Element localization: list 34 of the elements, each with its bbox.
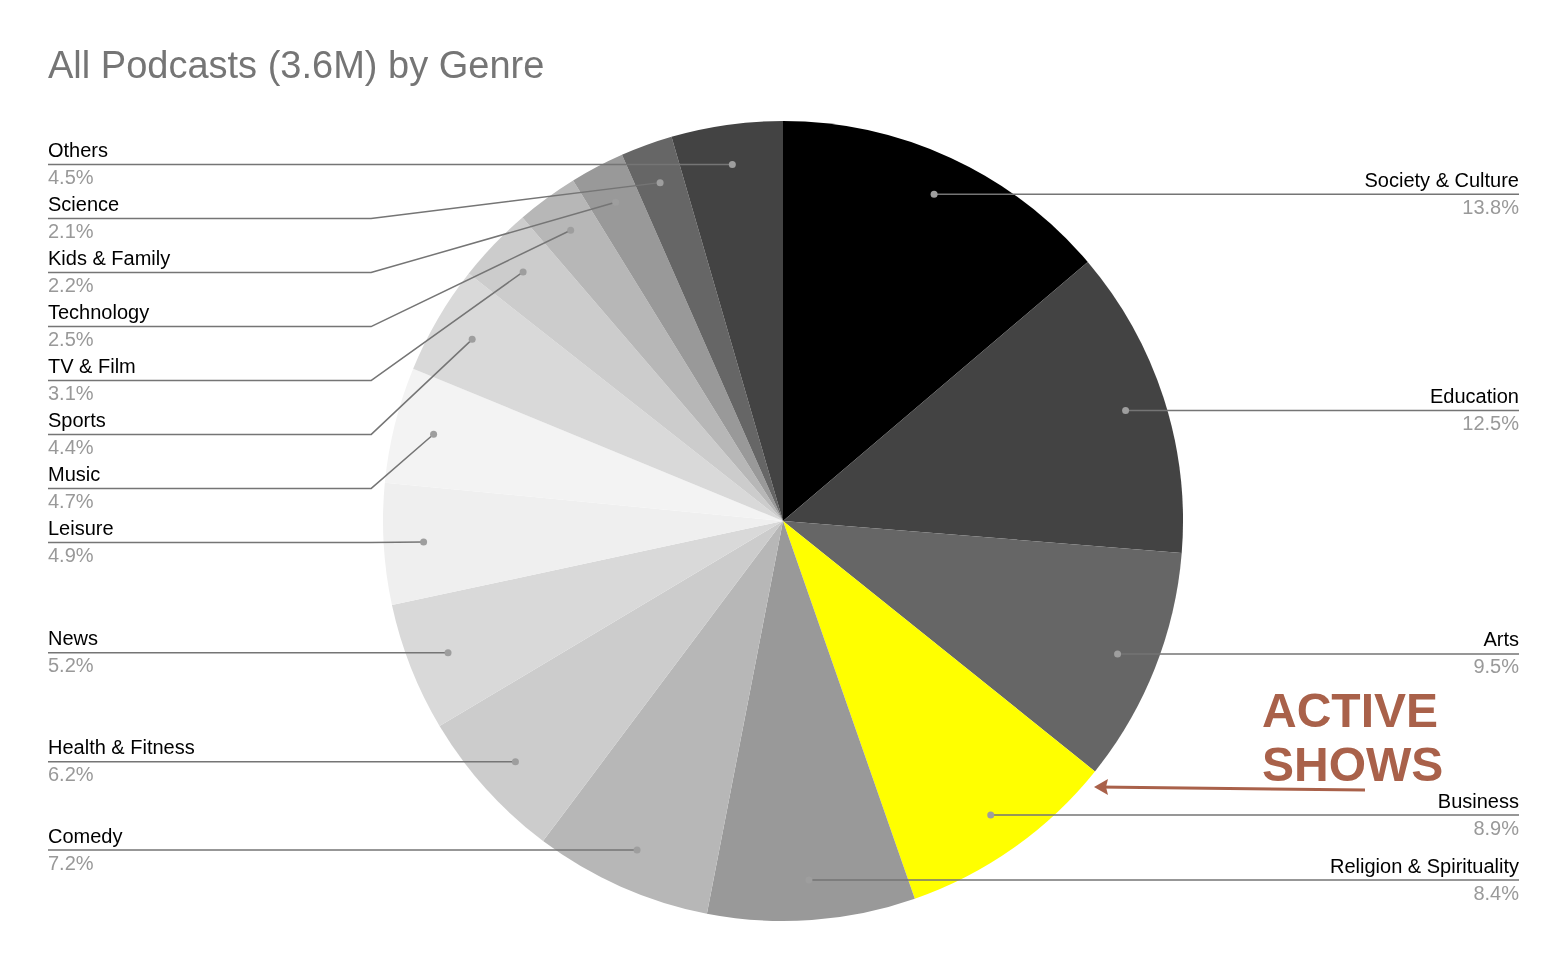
- slice-label: Business: [1437, 789, 1519, 812]
- data-label: 13.8%: [1462, 195, 1520, 218]
- data-label: 6.2%: [48, 763, 94, 786]
- data-label: 9.5%: [1473, 655, 1520, 678]
- data-label: 3.1%: [48, 382, 94, 405]
- data-label: 4.4%: [48, 436, 94, 459]
- data-label: 5.2%: [48, 654, 94, 677]
- data-label: 12.5%: [1462, 411, 1520, 434]
- slice-label: Education: [1430, 384, 1519, 407]
- slice-label: Comedy: [48, 824, 123, 847]
- data-label: 4.5%: [48, 166, 94, 189]
- slice-label: News: [48, 627, 99, 650]
- slice-label: Health & Fitness: [48, 736, 195, 759]
- slice-label: Society & Culture: [1364, 168, 1519, 191]
- data-label: 2.5%: [48, 328, 94, 351]
- data-label: 2.2%: [48, 274, 94, 297]
- slice-label: TV & Film: [48, 355, 136, 378]
- slice-label: Religion & Spirituality: [1330, 854, 1519, 877]
- data-label: 4.7%: [48, 490, 94, 513]
- data-label: 4.9%: [48, 544, 94, 567]
- data-label: 8.4%: [1473, 881, 1520, 904]
- slice-label: Technology: [48, 301, 150, 324]
- slice-label: Others: [48, 139, 109, 162]
- slice-label: Kids & Family: [48, 247, 171, 270]
- slice-label: Arts: [1483, 628, 1519, 651]
- slice-label: Music: [48, 463, 101, 486]
- slice-label: Science: [48, 193, 120, 216]
- data-label: 8.9%: [1473, 816, 1520, 839]
- slice-label: Leisure: [48, 517, 114, 540]
- slice-label: Sports: [48, 409, 106, 432]
- text: ACTIVE SHOWS: [1262, 684, 1445, 792]
- data-label: 2.1%: [48, 220, 94, 243]
- chart-title: All Podcasts (3.6M) by Genre: [48, 44, 545, 87]
- data-label: 7.2%: [48, 851, 94, 874]
